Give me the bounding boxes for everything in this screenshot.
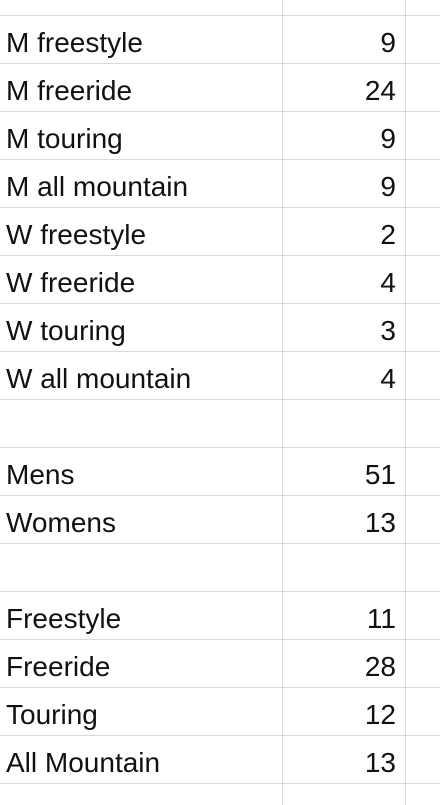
cell-value[interactable]: 4 (380, 267, 396, 298)
table-row[interactable]: W all mountain 4 (0, 352, 440, 400)
cell-value[interactable]: 13 (364, 507, 396, 538)
cell-value[interactable]: 3 (380, 315, 396, 346)
cell-label[interactable]: M all mountain (6, 171, 189, 202)
cell-value[interactable]: 11 (366, 603, 396, 634)
cell-value[interactable]: 9 (380, 171, 396, 202)
cell-value[interactable]: 28 (364, 651, 396, 682)
column-divider-c (405, 0, 406, 805)
cell-value[interactable]: 12 (364, 699, 396, 730)
cell-label[interactable]: W freeride (6, 267, 136, 298)
table-row[interactable]: Freestyle 11 (0, 592, 440, 640)
cell-label[interactable]: Freeride (6, 651, 111, 682)
cell-value[interactable]: 4 (380, 363, 396, 394)
table-row-empty[interactable] (0, 544, 440, 592)
table-row[interactable]: M all mountain 9 (0, 160, 440, 208)
table-row[interactable]: Freeride 28 (0, 640, 440, 688)
table-row[interactable]: Mens 51 (0, 448, 440, 496)
table-row[interactable]: M touring 9 (0, 112, 440, 160)
table-row-top (0, 0, 440, 16)
cell-label[interactable]: W all mountain (6, 363, 192, 394)
table-row[interactable]: W touring 3 (0, 304, 440, 352)
cell-label[interactable]: Touring (6, 699, 98, 730)
cell-label[interactable]: W touring (6, 315, 126, 346)
cell-label[interactable]: All Mountain (6, 747, 161, 778)
table-row[interactable]: Womens 13 (0, 496, 440, 544)
table-row-empty[interactable] (0, 400, 440, 448)
cell-value[interactable]: 24 (364, 75, 396, 106)
cell-label[interactable]: W freestyle (6, 219, 147, 250)
cell-label[interactable]: M touring (6, 123, 123, 154)
cell-value[interactable]: 51 (364, 459, 396, 490)
cell-value[interactable]: 9 (380, 27, 396, 58)
cell-value[interactable]: 13 (364, 747, 396, 778)
cell-value[interactable]: 2 (380, 219, 396, 250)
cell-value[interactable]: 9 (380, 123, 396, 154)
table-row[interactable]: All Mountain 13 (0, 736, 440, 784)
table-row[interactable]: Touring 12 (0, 688, 440, 736)
cell-label[interactable]: M freestyle (6, 27, 143, 58)
table-row[interactable]: W freestyle 2 (0, 208, 440, 256)
cell-label[interactable]: Womens (6, 507, 116, 538)
cell-label[interactable]: Freestyle (6, 603, 122, 634)
cell-label[interactable]: Mens (6, 459, 75, 490)
table-row[interactable]: M freestyle 9 (0, 16, 440, 64)
column-divider-b (282, 0, 283, 805)
table-row[interactable]: M freeride 24 (0, 64, 440, 112)
table-row[interactable]: W freeride 4 (0, 256, 440, 304)
cell-label[interactable]: M freeride (6, 75, 133, 106)
